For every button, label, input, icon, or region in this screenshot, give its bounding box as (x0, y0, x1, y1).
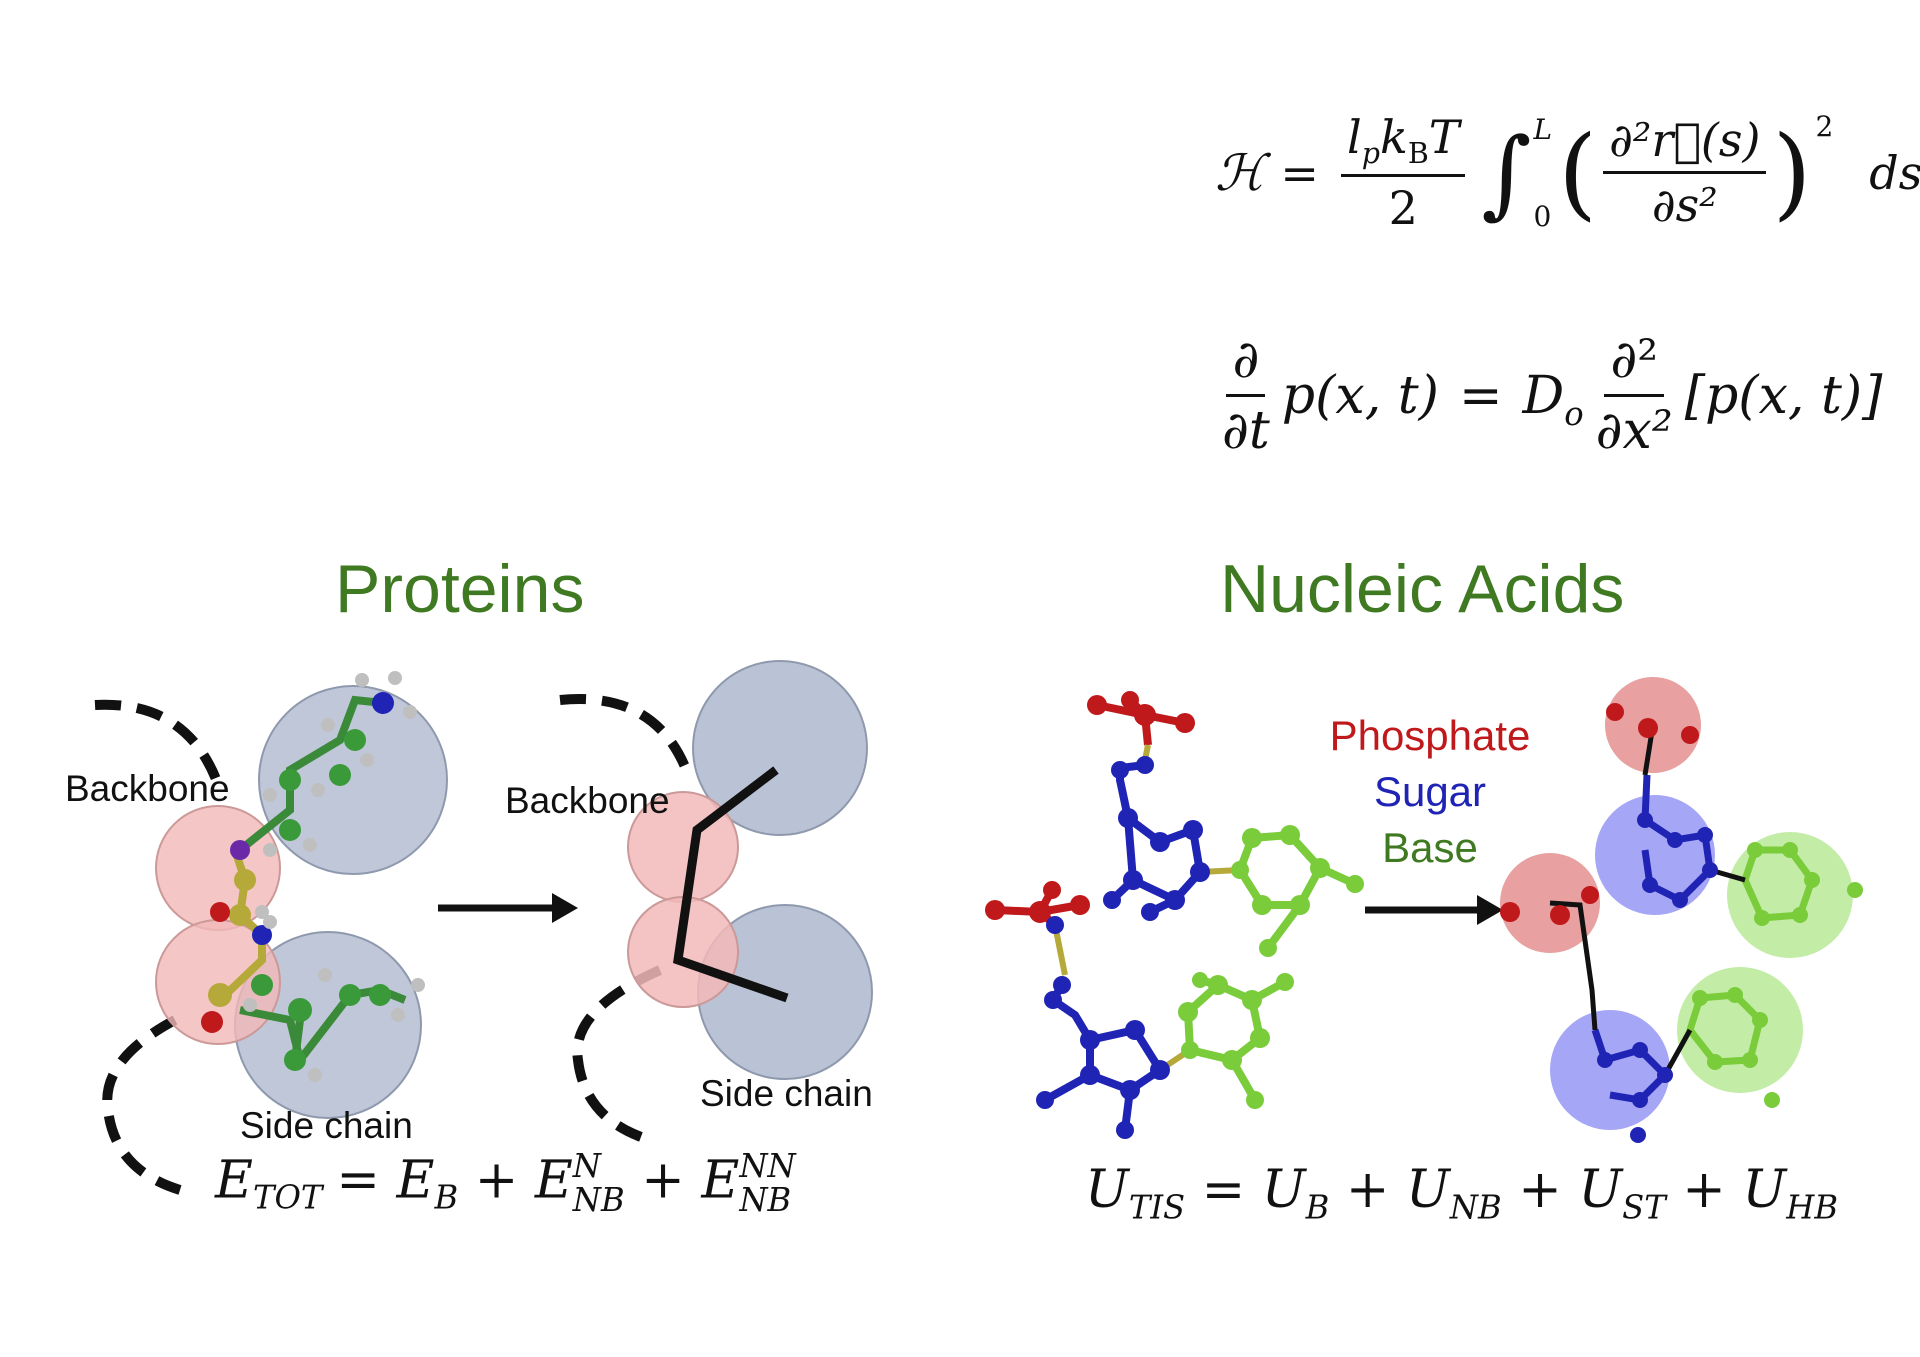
space-derivative-fraction: ∂² ∂x² (1590, 330, 1679, 461)
ds-differential: ds (1869, 145, 1920, 200)
protein-atomistic-model (94, 671, 448, 1195)
k-symbol: k (1379, 110, 1408, 164)
integral-upper-limit: L (1533, 112, 1553, 146)
backbone-dash-top (94, 699, 225, 792)
e-total-symbol: E (215, 1150, 253, 1211)
u-bond-symbol: U (1261, 1160, 1306, 1220)
plus-sign: + (458, 1150, 535, 1211)
plus-sign: + (1501, 1160, 1579, 1220)
curvature-denominator: ∂s² (1651, 178, 1718, 233)
e-bond-symbol: E (396, 1150, 435, 1211)
backbone-label-right: Backbone (505, 780, 670, 821)
u-tis-symbol: U (1085, 1160, 1129, 1220)
base-bead-bottom (1677, 967, 1803, 1093)
stiffness-fraction: lpkBT 2 (1340, 110, 1466, 236)
hb-subscript: HB (1786, 1188, 1839, 1227)
bracket-term: [p(x, t)] (1684, 365, 1883, 426)
b-subscript: B (434, 1178, 459, 1217)
sidechain-bead-top (258, 685, 448, 875)
e-nonnative-symbol: E (701, 1150, 740, 1211)
diffusion-subscript: o (1564, 395, 1584, 433)
nb-subscript: NB (1449, 1188, 1502, 1227)
sugar-bead-bottom (1550, 1010, 1670, 1130)
equals-sign: = (336, 1150, 397, 1211)
u-hbond-symbol: U (1742, 1160, 1787, 1220)
integral-lower-limit: 0 (1533, 199, 1552, 233)
lp-symbol: l (1346, 110, 1362, 164)
nucleic-acids-heading: Nucleic Acids (1220, 551, 1625, 627)
tis-subscript: TIS (1128, 1188, 1186, 1227)
legend-base: Base (1382, 824, 1478, 871)
integral: ∫ L 0 (1481, 112, 1553, 233)
kb-subscript: B (1407, 137, 1429, 171)
protein-arrow (438, 893, 578, 923)
nucleic-atoms (985, 691, 1364, 1139)
denominator-two: 2 (1388, 181, 1418, 236)
cg-backbone-dash-top (559, 694, 695, 782)
tot-subscript: TOT (252, 1178, 323, 1217)
plus-sign: + (1329, 1160, 1406, 1220)
curvature-fraction: ∂²r⃗(s) ∂s² (1603, 113, 1767, 233)
backbone-label-left: Backbone (65, 768, 230, 809)
protein-atoms (201, 671, 425, 1082)
time-derivative-denominator: ∂t (1222, 401, 1270, 461)
time-derivative-numerator: ∂ (1226, 330, 1266, 397)
legend-phosphate: Phosphate (1329, 712, 1531, 759)
lp-subscript: p (1361, 137, 1380, 171)
space-derivative-denominator: ∂x² (1595, 401, 1673, 461)
st-subscript: ST (1622, 1188, 1666, 1227)
cg-bonds (673, 766, 789, 1003)
space-derivative-numerator: ∂² (1604, 330, 1665, 397)
u-nonbond-symbol: U (1405, 1160, 1450, 1220)
plus-sign: + (1665, 1160, 1743, 1220)
nnb-subscript: NB (739, 1180, 792, 1219)
nb-subscript: NB (572, 1180, 625, 1219)
b-subscript: B (1305, 1188, 1330, 1227)
base-bead-top (1727, 832, 1853, 958)
time-derivative-fraction: ∂ ∂t (1216, 330, 1276, 461)
equals-sign: = (1458, 365, 1503, 426)
protein-coarse-model (559, 660, 873, 1145)
native-superscript: N (572, 1147, 602, 1185)
equals-sign: = (1280, 145, 1319, 200)
protein-energy-equation: ETOT = EB + E N NB + E NN NB (215, 1147, 796, 1219)
diffusion-coefficient: D (1522, 365, 1565, 426)
plus-sign: + (624, 1150, 702, 1211)
proteins-heading: Proteins (335, 551, 585, 627)
temperature-symbol: T (1428, 110, 1460, 164)
probability-term: p(x, t) (1281, 365, 1439, 426)
tis-energy-equation: UTIS = UB + UNB + UST + UHB (1085, 1160, 1838, 1226)
sugar-bead-top (1595, 795, 1715, 915)
side-chain-label-left: Side chain (240, 1105, 413, 1146)
hamiltonian-symbol: ℋ (1215, 143, 1265, 202)
backbone-dash-bottom (102, 1015, 182, 1195)
equals-sign: = (1185, 1160, 1262, 1220)
nucleic-arrow (1365, 895, 1503, 925)
nonnative-superscript: NN (739, 1147, 796, 1185)
legend-sugar: Sugar (1373, 768, 1487, 815)
cg-sidechain-bead-top (692, 660, 868, 836)
e-native-symbol: E (534, 1150, 573, 1211)
cg-backbone-dash-bottom (572, 965, 663, 1145)
side-chain-label-right: Side chain (700, 1073, 873, 1114)
nucleic-coarse-model (1500, 677, 1863, 1143)
squared-exponent: 2 (1815, 110, 1834, 143)
nucleic-atomistic-model (985, 691, 1364, 1139)
hamiltonian-equation: ℋ = lpkBT 2 ∫ L 0 ( ∂²r⃗(s) ∂s² ) 2 ds (1215, 110, 1920, 235)
u-stacking-symbol: U (1578, 1160, 1623, 1220)
curvature-numerator: ∂²r⃗(s) (1603, 113, 1767, 175)
